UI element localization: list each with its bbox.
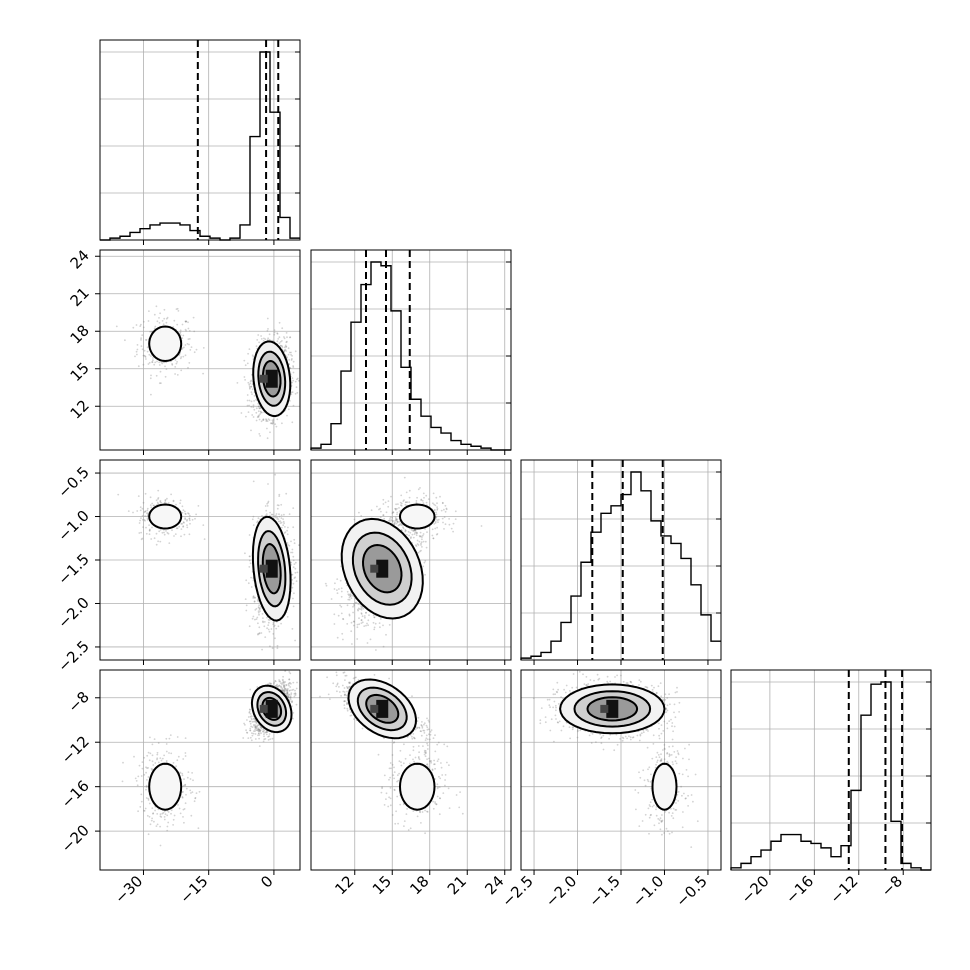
panel-frame (99, 39, 301, 241)
contour (148, 503, 183, 530)
panel-frame (730, 669, 932, 871)
x-tick-label: −16 (782, 872, 817, 907)
panel-3-0: −30 −15 0 −20 −16 −12 −8 (58, 669, 301, 907)
x-tick-label: 12 (331, 872, 357, 898)
contour (398, 503, 436, 530)
x-tick-label: −1.0 (629, 872, 667, 910)
density-core (370, 704, 379, 713)
histogram-2 (520, 471, 721, 660)
panel-frame (99, 669, 301, 871)
y-tick-label: −1.5 (54, 550, 92, 588)
x-tick-label: 18 (406, 872, 432, 898)
density-core (376, 699, 389, 718)
panel-frame (310, 459, 512, 661)
contour (651, 762, 678, 811)
x-tick-label: −2.5 (498, 872, 536, 910)
x-tick-label: −12 (826, 872, 861, 907)
density-core (376, 559, 389, 578)
panel-3-1: 12 15 18 21 24 (310, 669, 512, 898)
panel-3-2: −2.5 −2.0 −1.5 −1.0 −0.5 (498, 669, 722, 911)
x-tick-label: −30 (111, 872, 146, 907)
panel-3-3: −20 −16 −12 −8 (730, 669, 932, 907)
x-tick-label: 0 (257, 872, 276, 891)
y-tick-label: −8 (64, 688, 92, 716)
x-tick-label: −15 (176, 872, 211, 907)
y-tick-label: −2.0 (54, 594, 92, 632)
x-tick-label: 15 (369, 872, 395, 898)
density-core (600, 704, 609, 713)
panel-2-2 (520, 459, 722, 665)
panel-frame (310, 669, 512, 871)
density-core (259, 374, 268, 383)
y-tick-label: 18 (67, 321, 93, 347)
y-tick-label: −1.0 (54, 507, 92, 545)
y-tick-label: 24 (67, 246, 93, 272)
density-core (370, 564, 379, 573)
y-tick-label: −16 (58, 777, 93, 812)
x-tick-label: −2.0 (542, 872, 580, 910)
density-core (606, 699, 619, 718)
y-tick-label: 12 (67, 396, 93, 422)
y-tick-label: −0.5 (54, 463, 92, 501)
panel-frame (99, 249, 301, 451)
y-tick-label: 21 (67, 284, 93, 310)
panel-2-1 (310, 459, 512, 665)
panel-frame (310, 249, 512, 451)
density-core (259, 704, 268, 713)
panel-1-0: 12 15 18 21 24 (67, 246, 301, 455)
y-tick-label: −2.5 (54, 637, 92, 675)
contour (148, 325, 183, 363)
x-tick-label: 21 (444, 872, 470, 898)
density-core (265, 699, 278, 718)
x-tick-label: −20 (738, 872, 773, 907)
density-core (265, 369, 278, 388)
x-tick-label: −0.5 (672, 872, 710, 910)
histogram-3 (730, 681, 931, 871)
x-tick-label: −8 (878, 872, 906, 900)
panel-1-1 (310, 249, 512, 455)
y-tick-label: −20 (58, 821, 93, 856)
contour (398, 762, 436, 811)
density-core (259, 564, 268, 573)
panel-0-0 (99, 39, 301, 245)
density-core (265, 559, 278, 578)
contour (148, 762, 183, 811)
panel-2-0: −2.5 −2.0 −1.5 −1.0 −0.5 (54, 459, 301, 676)
y-tick-label: −12 (58, 732, 93, 767)
histogram-1 (310, 261, 511, 451)
y-tick-label: 15 (67, 359, 93, 385)
x-tick-label: −1.5 (585, 872, 623, 910)
